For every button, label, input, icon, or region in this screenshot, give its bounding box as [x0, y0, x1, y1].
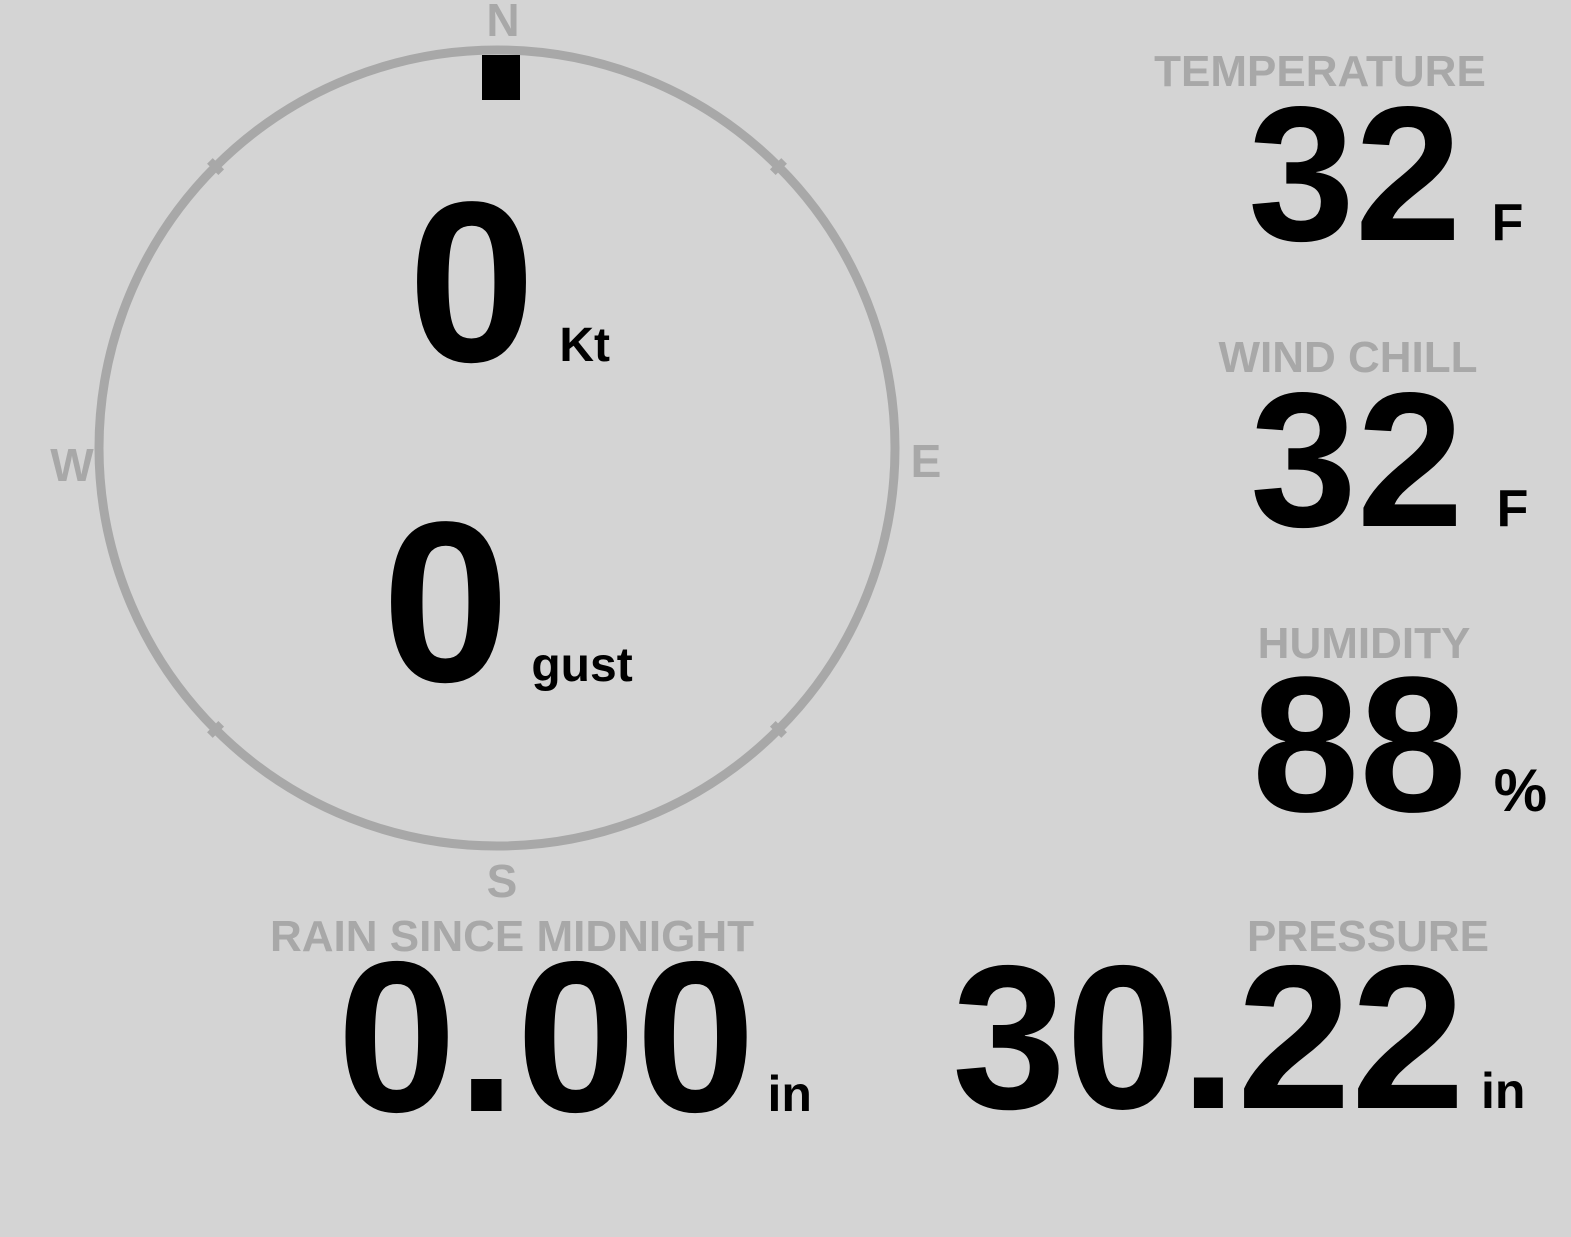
compass-tick-ne: [769, 158, 787, 176]
wind-speed: 0 Kt: [408, 168, 610, 397]
temperature-value: 32: [1248, 66, 1462, 281]
wind-chill-label: WIND CHILL: [1218, 333, 1478, 382]
compass-label-west: W: [50, 439, 94, 491]
temperature-label: TEMPERATURE: [1154, 47, 1486, 96]
pressure-value-row: 30.22 in: [952, 935, 1525, 1140]
humidity-value: 88: [1252, 636, 1467, 852]
humidity-unit: %: [1493, 757, 1548, 824]
compass-ring: [94, 45, 900, 851]
compass-label-north: N: [486, 0, 520, 46]
rain-since-midnight-unit: in: [767, 1066, 812, 1122]
wind-gust-value: 0: [382, 474, 510, 730]
wind-chill-value: 32: [1250, 352, 1464, 567]
compass-label-east: E: [910, 435, 942, 487]
rain-since-midnight-label: RAIN SINCE MIDNIGHT: [270, 912, 754, 961]
wind-speed-unit: Kt: [559, 319, 611, 372]
wind-gust: 0 gust: [382, 488, 633, 717]
rain-since-midnight-value: 0.00: [337, 916, 756, 1157]
wind-speed-value: 0: [408, 154, 536, 410]
wind-direction-marker: [482, 55, 520, 100]
compass-tick-sw: [207, 720, 225, 738]
humidity-value-row: 88 %: [1252, 648, 1547, 841]
humidity-label: HUMIDITY: [1257, 619, 1471, 668]
pressure-label: PRESSURE: [1246, 912, 1490, 961]
compass-tick-nw: [207, 158, 225, 176]
wind-gust-unit: gust: [531, 639, 633, 692]
temperature-value-row: 32 F: [1248, 78, 1523, 270]
pressure-value: 30.22: [952, 923, 1466, 1152]
compass-tick-se: [769, 720, 787, 738]
temperature-unit: F: [1491, 194, 1524, 252]
pressure-unit: in: [1481, 1063, 1526, 1119]
rain-since-midnight-value-row: 0.00 in: [337, 929, 812, 1144]
wind-chill-unit: F: [1496, 480, 1529, 538]
wind-chill-value-row: 32 F: [1250, 364, 1528, 556]
compass-label-south: S: [486, 855, 518, 907]
